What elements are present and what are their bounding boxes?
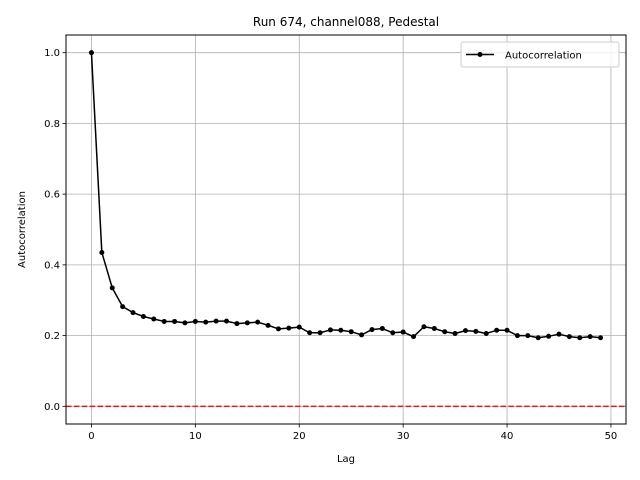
data-point [462, 328, 468, 334]
data-point [359, 332, 365, 338]
y-axis-label: Autocorrelation [17, 191, 28, 268]
data-point [452, 330, 458, 336]
data-point [244, 320, 250, 326]
data-point [213, 318, 219, 324]
legend: Autocorrelation [460, 41, 620, 68]
grid [66, 35, 626, 424]
data-point [411, 334, 417, 340]
data-point [369, 327, 375, 333]
x-axis-label: Lag [337, 454, 355, 465]
data-point [379, 326, 385, 332]
data-point [400, 329, 406, 335]
x-tick-label: 30 [397, 431, 410, 442]
data-point [546, 333, 552, 339]
data-point [431, 326, 437, 332]
series-line-autocorrelation [90, 52, 601, 339]
data-point [192, 318, 198, 324]
x-tick-label: 10 [189, 431, 202, 442]
data-point [151, 316, 157, 322]
data-point [338, 327, 344, 333]
data-point [286, 325, 292, 331]
data-point [161, 318, 167, 324]
data-point [109, 285, 115, 291]
data-point [566, 334, 572, 340]
x-tick-label: 20 [293, 431, 306, 442]
x-tick-label: 50 [605, 431, 618, 442]
data-point [275, 326, 281, 332]
y-tick-label: 1.0 [44, 48, 60, 59]
data-point [172, 318, 178, 324]
legend-swatch-marker [477, 52, 483, 57]
data-point [327, 327, 333, 333]
x-tick-label: 40 [501, 431, 514, 442]
data-point [483, 330, 489, 336]
data-point [348, 329, 354, 335]
data-point [224, 318, 230, 324]
data-point [265, 322, 271, 328]
series-layer [88, 50, 604, 341]
data-point [88, 50, 94, 56]
data-point [556, 331, 562, 337]
x-axis-ticks: 0 10 20 30 40 50 [88, 424, 617, 442]
data-point [390, 330, 396, 336]
data-point [255, 319, 261, 325]
data-point [442, 329, 448, 335]
data-point [120, 304, 126, 310]
legend-box [460, 41, 620, 68]
data-point [307, 330, 313, 336]
data-point [587, 334, 593, 340]
data-point [577, 335, 583, 341]
data-point [535, 335, 541, 341]
y-tick-label: 0.0 [44, 402, 60, 413]
data-point [514, 333, 520, 339]
data-point [296, 324, 302, 330]
plot-frame [65, 34, 627, 425]
y-tick-label: 0.2 [44, 331, 60, 342]
data-point [203, 319, 209, 325]
data-point [140, 313, 146, 319]
data-point [504, 327, 510, 333]
data-point [317, 330, 323, 336]
data-point [494, 327, 500, 333]
legend-entry-label: Autocorrelation [505, 51, 582, 62]
y-tick-label: 0.6 [44, 190, 60, 201]
data-point [473, 328, 479, 334]
data-point [99, 249, 105, 255]
data-point [598, 335, 604, 341]
data-point [182, 320, 188, 326]
data-point [234, 321, 240, 327]
x-tick-label: 0 [88, 431, 94, 442]
data-point [130, 310, 136, 316]
data-point [525, 333, 531, 339]
chart-title: Run 674, channel088, Pedestal [253, 15, 439, 29]
y-tick-label: 0.8 [44, 119, 60, 130]
y-tick-label: 0.4 [44, 260, 60, 271]
data-point [421, 324, 427, 330]
y-axis-ticks: 0.0 0.2 0.4 0.6 0.8 1.0 [44, 48, 66, 413]
